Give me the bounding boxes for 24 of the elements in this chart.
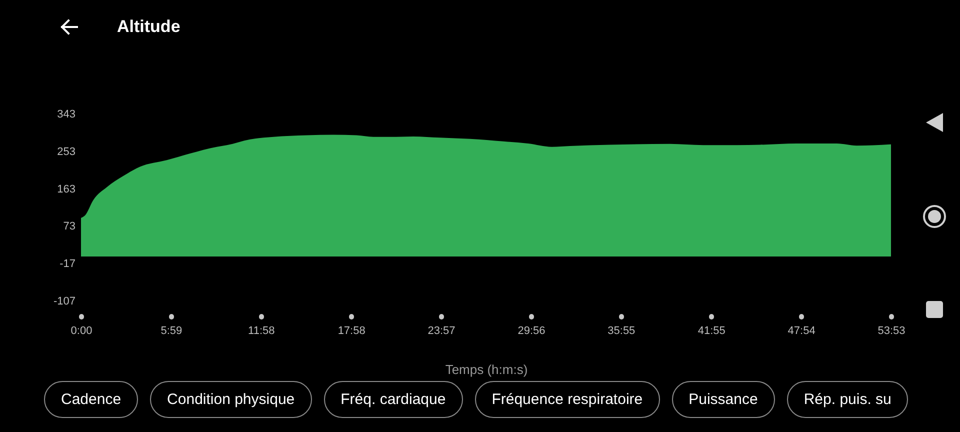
y-tick-label: -17 <box>60 258 76 270</box>
chip-button: Rép. puis. su <box>786 381 908 418</box>
chip-button: Puissance <box>672 381 775 418</box>
chart-title: Altitude <box>117 17 180 37</box>
x-tick-label: 23:57 <box>428 325 456 337</box>
y-tick-label: 343 <box>57 108 76 120</box>
x-tick-label: 47:54 <box>788 325 816 337</box>
x-tick-label: 41:55 <box>698 325 726 337</box>
y-tick-label: -107 <box>53 296 76 308</box>
chip-button: Fréquence respiratoire <box>474 381 660 418</box>
x-tick-label: 0:00 <box>70 325 92 337</box>
x-axis-title: Temps (h:m:s) <box>445 362 528 377</box>
x-tick-label: 17:58 <box>338 325 366 337</box>
x-tick-label: 35:55 <box>608 325 636 337</box>
x-tick-label: 53:53 <box>878 325 906 337</box>
x-tick-label: 29:56 <box>518 325 546 337</box>
x-tick-label: 5:59 <box>160 325 182 337</box>
x-tick-label: 11:58 <box>248 325 275 337</box>
y-tick-label: 73 <box>63 220 76 233</box>
chip-button: Cadence <box>44 381 138 418</box>
chip-button: Condition physique <box>150 381 312 418</box>
y-tick-label: 253 <box>57 146 76 158</box>
chip-button: Fréq. cardiaque <box>324 381 463 418</box>
y-tick-label: 163 <box>57 183 76 196</box>
